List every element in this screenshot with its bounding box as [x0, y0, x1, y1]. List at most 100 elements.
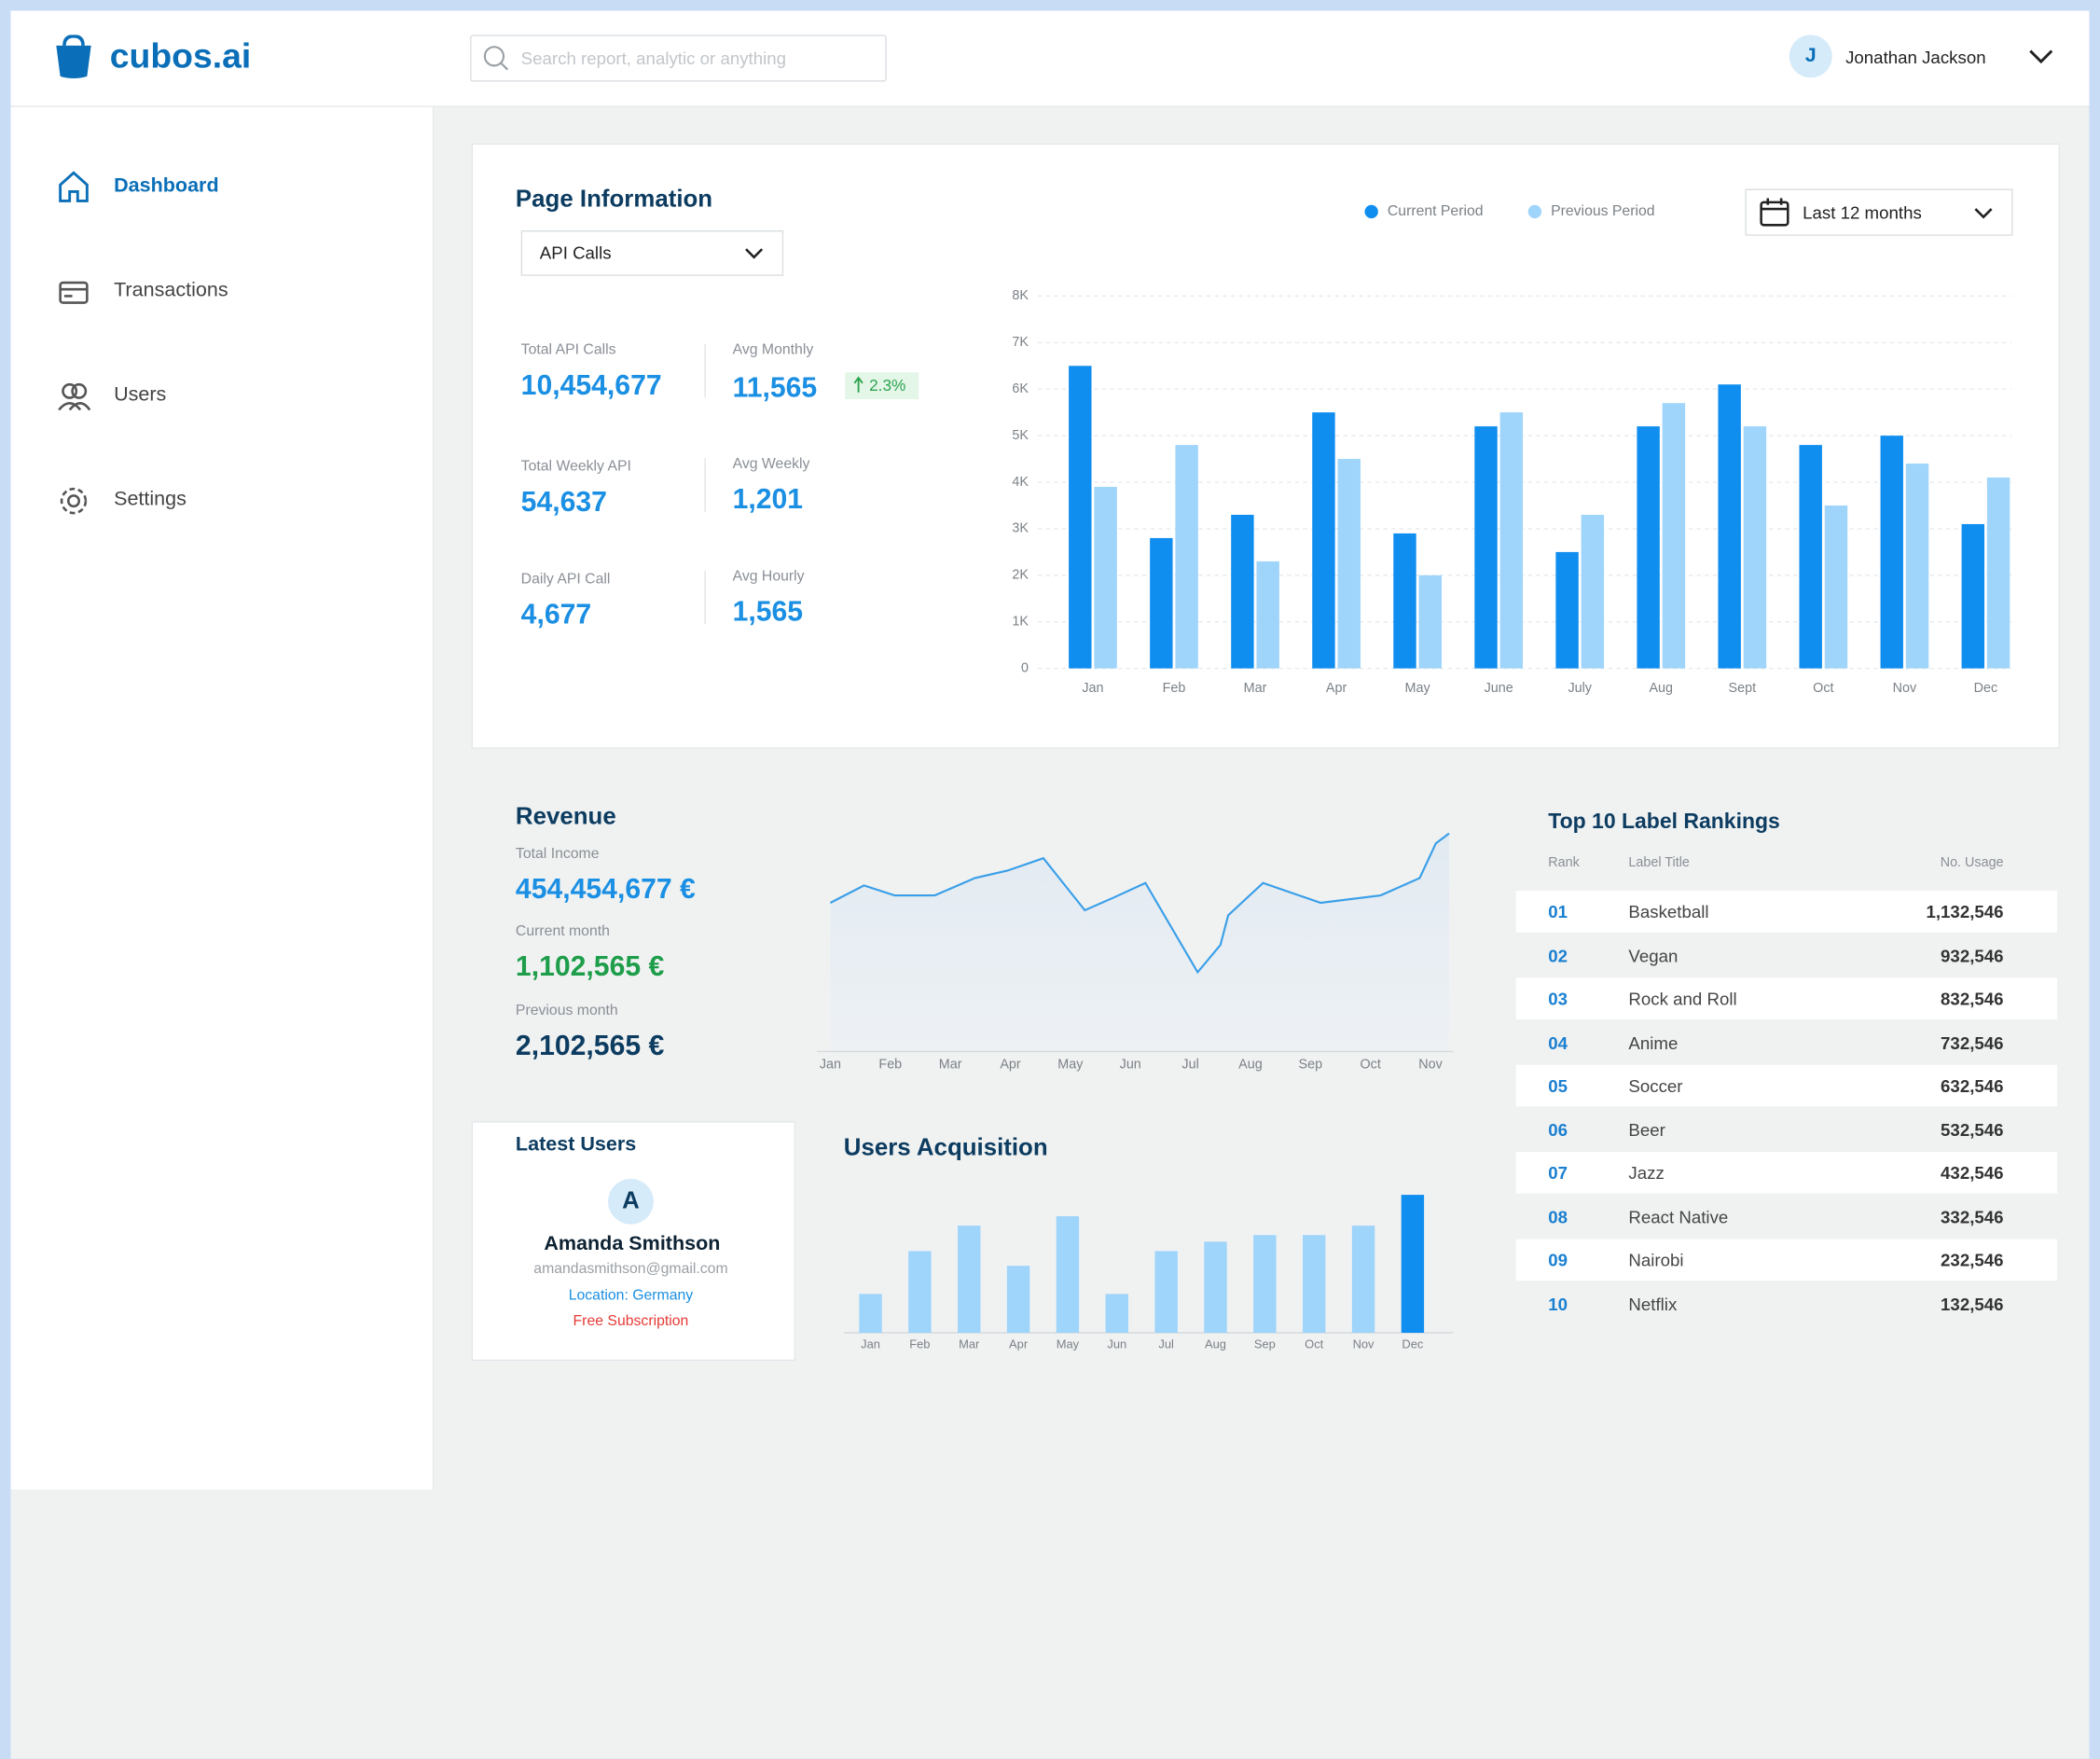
legend-marker [1364, 204, 1378, 219]
x-tick-label: Aug [1205, 1337, 1226, 1350]
x-tick-label: Sept [1729, 681, 1757, 696]
x-tick-label: Jan [1082, 681, 1103, 696]
bar [1204, 1241, 1227, 1334]
bar [1581, 514, 1605, 669]
x-tick-label: Feb [1163, 681, 1186, 696]
bar [1056, 1216, 1080, 1334]
x-tick-label: Aug [1649, 681, 1673, 696]
user-avatar [608, 1178, 654, 1225]
stat-value: 1,102,565 € [515, 951, 665, 983]
bar [1499, 412, 1524, 669]
x-tick-label: Aug [1238, 1058, 1263, 1073]
usage: 532,546 [1941, 1119, 2004, 1140]
nav-item[interactable]: Users [114, 382, 167, 407]
stat-value: 10,454,677 [520, 369, 662, 402]
search-box[interactable]: Search report, analytic or anything [470, 35, 887, 82]
bar [1799, 445, 1822, 669]
date-range: Last 12 months [1803, 202, 1922, 223]
row-background [1515, 1239, 2058, 1281]
bar [1154, 1251, 1178, 1334]
date-range-picker[interactable]: Last 12 months [1745, 188, 2013, 236]
bar [1393, 533, 1416, 669]
x-tick-label: Apr [1000, 1058, 1021, 1073]
bar [1474, 426, 1498, 669]
x-tick-label: May [1405, 681, 1431, 696]
rank: 01 [1548, 901, 1568, 922]
bar [1961, 523, 1985, 669]
section-title: Latest Users [515, 1133, 637, 1157]
bar [1718, 384, 1741, 669]
bar [1094, 487, 1117, 669]
stat-label: Avg Hourly [732, 568, 805, 585]
rank: 09 [1548, 1250, 1568, 1270]
bar [1175, 445, 1198, 669]
divider [704, 344, 706, 398]
x-tick-label: Mar [1244, 681, 1267, 696]
line [829, 832, 1450, 975]
y-tick-label: 1K [1012, 615, 1029, 630]
change-badge [845, 372, 919, 399]
section-title: Top 10 Label Rankings [1548, 810, 1780, 834]
y-tick-label: 7K [1012, 335, 1029, 350]
x-tick-label: Sep [1254, 1337, 1276, 1350]
nav-item[interactable]: Dashboard [114, 173, 219, 198]
x-tick-label: May [1057, 1058, 1084, 1073]
section-title: Page Information [515, 185, 713, 213]
stat-value: 2,102,565 € [515, 1031, 665, 1062]
usage: 432,546 [1941, 1162, 2004, 1184]
usage: 732,546 [1941, 1032, 2004, 1053]
user-email: amandasmithson@gmail.com [533, 1261, 728, 1278]
x-tick-label: Dec [1402, 1337, 1423, 1350]
x-tick-label: Apr [1009, 1337, 1029, 1350]
x-tick-label: Jan [861, 1337, 880, 1350]
user-avatar[interactable] [1789, 35, 1832, 78]
logo: cubos.ai [109, 35, 252, 76]
nav-item[interactable]: Settings [114, 487, 187, 511]
bar [1401, 1195, 1425, 1334]
y-tick-label: 4K [1012, 475, 1029, 490]
chevron [745, 248, 764, 259]
user-menu-chevron[interactable] [2027, 48, 2054, 64]
label-title: Vegan [1628, 945, 1679, 966]
y-tick-label: 6K [1012, 381, 1029, 396]
legend-label: Previous Period [1551, 203, 1654, 219]
bar [1637, 426, 1660, 669]
usage: 932,546 [1941, 945, 2004, 966]
section-title: Users Acquisition [843, 1133, 1048, 1161]
stat-label: Previous month [515, 1002, 618, 1019]
change-value: 2.3% [869, 376, 906, 395]
y-tick-label: 0 [1021, 660, 1029, 675]
x-tick-label: Nov [1893, 681, 1917, 696]
usage: 832,546 [1941, 989, 2004, 1009]
y-tick-label: 5K [1012, 428, 1029, 443]
legend-label: Current Period [1388, 203, 1484, 219]
usage: 1,132,546 [1926, 901, 2004, 922]
stat-value: 1,565 [732, 596, 804, 628]
stat-value: 454,454,677 € [515, 873, 696, 906]
x-tick-label: Jan [820, 1058, 841, 1073]
latest-users-card [471, 1121, 796, 1362]
user-name[interactable]: Jonathan Jackson [1845, 47, 1986, 68]
column-header: Label Title [1628, 855, 1690, 871]
x-tick-label: June [1485, 681, 1513, 696]
sidebar-icons [58, 171, 91, 515]
y-tick-label: 8K [1012, 288, 1029, 303]
x-tick-label: Oct [1360, 1058, 1380, 1073]
stat-label: Current month [515, 923, 610, 940]
bar [1824, 505, 1848, 669]
nav-item[interactable]: Transactions [114, 278, 228, 302]
sidebar [10, 106, 435, 1490]
x-tick-label: Mar [939, 1058, 962, 1073]
x-tick-label: Jul [1181, 1058, 1198, 1073]
x-tick-label: Jul [1158, 1337, 1174, 1350]
metric-select[interactable]: API Calls [520, 230, 784, 276]
bar [1150, 537, 1173, 669]
chevron [1974, 208, 1993, 219]
rank: 02 [1548, 945, 1568, 966]
bar [908, 1251, 932, 1334]
stat-label: Total API Calls [520, 341, 616, 359]
section-title: Revenue [515, 802, 616, 830]
logo-icon [56, 35, 91, 79]
x-tick-label: Mar [959, 1337, 980, 1350]
